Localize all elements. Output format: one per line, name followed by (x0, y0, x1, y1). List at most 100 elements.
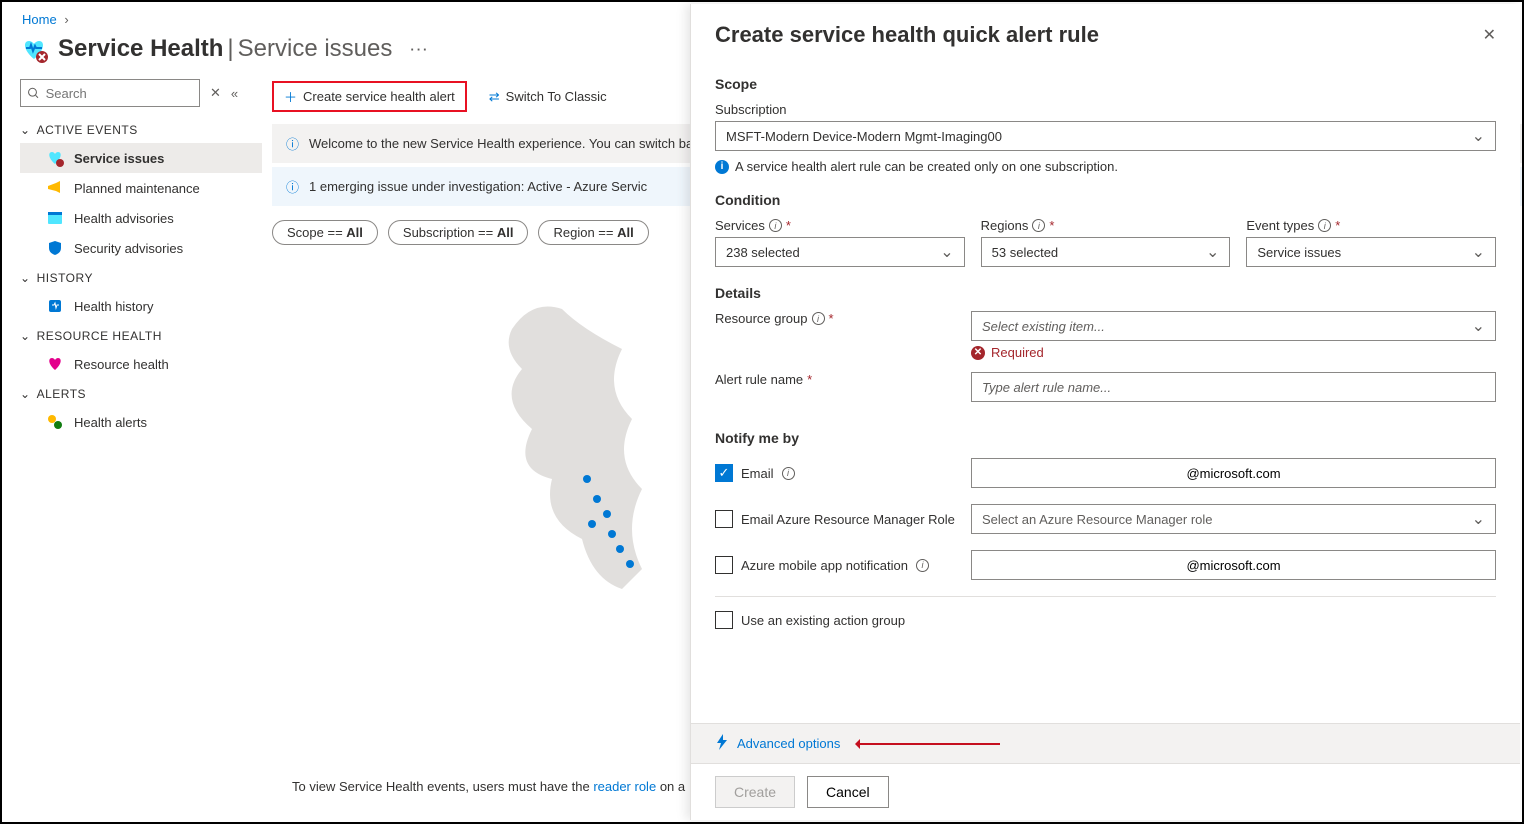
search-input[interactable] (44, 85, 193, 102)
error-text: Required (991, 345, 1044, 360)
sidebar-item-service-issues[interactable]: Service issues (20, 143, 262, 173)
sidebar-item-planned-maintenance[interactable]: Planned maintenance (20, 173, 262, 203)
error-icon: ✕ (971, 346, 985, 360)
shield-icon (46, 239, 64, 257)
event-types-dropdown[interactable]: Service issues (1246, 237, 1496, 267)
panel-body: Scope Subscription MSFT-Modern Device-Mo… (691, 58, 1520, 723)
sidebar-item-label: Service issues (74, 151, 164, 166)
footer-suffix: on a (660, 779, 685, 794)
chevron-right-icon: › (60, 12, 72, 27)
resource-group-error: ✕ Required (971, 345, 1496, 360)
sidebar-item-label: Resource health (74, 357, 169, 372)
mobile-label: Azure mobile app notification (741, 558, 908, 573)
history-icon (46, 297, 64, 315)
section-notify: Notify me by (715, 430, 1496, 446)
email-input[interactable] (971, 458, 1496, 488)
filter-region[interactable]: Region == All (538, 220, 648, 245)
swap-icon: ⇄ (489, 89, 500, 105)
mobile-checkbox[interactable] (715, 556, 733, 574)
chevron-down-icon (1206, 245, 1219, 260)
subscription-dropdown[interactable]: MSFT-Modern Device-Modern Mgmt-Imaging00 (715, 121, 1496, 151)
collapse-sidebar-icon[interactable]: « (231, 86, 238, 101)
info-bar-text: Welcome to the new Service Health experi… (309, 136, 693, 151)
sidebar-item-security-advisories[interactable]: Security advisories (20, 233, 262, 263)
calendar-icon (46, 209, 64, 227)
search-box[interactable] (20, 79, 200, 107)
info-bar-text: 1 emerging issue under investigation: Ac… (309, 179, 647, 194)
pill-value: All (346, 225, 363, 240)
heart-icon (46, 149, 64, 167)
mobile-checkbox-row: Azure mobile app notification i (715, 556, 955, 574)
arm-checkbox[interactable] (715, 510, 733, 528)
nav-group-history[interactable]: ⌄ HISTORY (20, 263, 262, 291)
arm-role-dropdown[interactable]: Select an Azure Resource Manager role (971, 504, 1496, 534)
mobile-input[interactable] (971, 550, 1496, 580)
advanced-options-row[interactable]: Advanced options (691, 723, 1520, 763)
info-icon[interactable]: i (916, 559, 929, 572)
dropdown-value: Service issues (1257, 245, 1341, 260)
sidebar-item-health-alerts[interactable]: Health alerts (20, 407, 262, 437)
filter-scope[interactable]: Scope == All (272, 220, 378, 245)
email-checkbox[interactable]: ✓ (715, 464, 733, 482)
info-icon[interactable]: i (769, 219, 782, 232)
info-icon[interactable]: i (1318, 219, 1331, 232)
info-icon: i (715, 160, 729, 174)
pill-value: All (497, 225, 514, 240)
footer-link[interactable]: reader role (593, 779, 656, 794)
alerts-icon (46, 413, 64, 431)
chevron-down-icon (940, 245, 953, 260)
heartbeat-icon (46, 355, 64, 373)
sidebar: ✕ « ⌄ ACTIVE EVENTS Service issues Plann… (2, 71, 262, 801)
services-dropdown[interactable]: 238 selected (715, 237, 965, 267)
filter-subscription[interactable]: Subscription == All (388, 220, 529, 245)
panel-footer: Create Cancel (691, 763, 1520, 820)
services-label: Services i * (715, 218, 965, 233)
pill-prefix: Region == (553, 225, 617, 240)
sidebar-item-resource-health[interactable]: Resource health (20, 349, 262, 379)
create-alert-button[interactable]: ＋ Create service health alert (272, 81, 467, 112)
subscription-label: Subscription (715, 102, 1496, 117)
more-button[interactable]: ··· (410, 42, 429, 57)
sidebar-item-label: Health advisories (74, 211, 174, 226)
sidebar-item-label: Health alerts (74, 415, 147, 430)
chevron-down-icon: ⌄ (20, 123, 31, 137)
lightning-icon (715, 734, 729, 753)
regions-label: Regions i * (981, 218, 1231, 233)
info-icon[interactable]: i (782, 467, 795, 480)
section-scope: Scope (715, 76, 1496, 92)
chevron-down-icon: ⌄ (20, 329, 31, 343)
resource-group-dropdown[interactable]: Select existing item... (971, 311, 1496, 341)
pill-prefix: Scope == (287, 225, 346, 240)
chevron-down-icon (1472, 129, 1485, 144)
footer-text: To view Service Health events, users mus… (292, 779, 685, 794)
info-icon[interactable]: i (1032, 219, 1045, 232)
regions-dropdown[interactable]: 53 selected (981, 237, 1231, 267)
page-subtitle: Service issues (238, 35, 393, 63)
switch-classic-button[interactable]: ⇄ Switch To Classic (479, 85, 617, 109)
nav-group-active-events[interactable]: ⌄ ACTIVE EVENTS (20, 115, 262, 143)
advanced-options-link[interactable]: Advanced options (737, 736, 840, 751)
info-icon[interactable]: i (812, 312, 825, 325)
nav-group-alerts[interactable]: ⌄ ALERTS (20, 379, 262, 407)
nav-group-label: RESOURCE HEALTH (37, 329, 162, 343)
page-title: Service Health (58, 35, 223, 63)
note-text: A service health alert rule can be creat… (735, 159, 1118, 174)
sidebar-item-health-history[interactable]: Health history (20, 291, 262, 321)
dropdown-placeholder: Select an Azure Resource Manager role (982, 512, 1213, 527)
toolbar-label: Switch To Classic (506, 89, 607, 104)
nav-group-resource-health[interactable]: ⌄ RESOURCE HEALTH (20, 321, 262, 349)
breadcrumb-home[interactable]: Home (22, 12, 57, 27)
sidebar-item-label: Planned maintenance (74, 181, 200, 196)
chevron-down-icon (1472, 512, 1485, 527)
divider (715, 596, 1496, 597)
existing-ag-label: Use an existing action group (741, 613, 905, 628)
close-icon[interactable]: ✕ (1483, 25, 1496, 45)
cancel-button[interactable]: Cancel (807, 776, 889, 808)
sidebar-item-label: Security advisories (74, 241, 183, 256)
sidebar-item-health-advisories[interactable]: Health advisories (20, 203, 262, 233)
search-clear-icon[interactable]: ✕ (210, 85, 221, 101)
email-checkbox-row: ✓ Email i (715, 464, 955, 482)
existing-ag-checkbox[interactable] (715, 611, 733, 629)
create-button[interactable]: Create (715, 776, 795, 808)
alert-name-input[interactable] (971, 372, 1496, 402)
